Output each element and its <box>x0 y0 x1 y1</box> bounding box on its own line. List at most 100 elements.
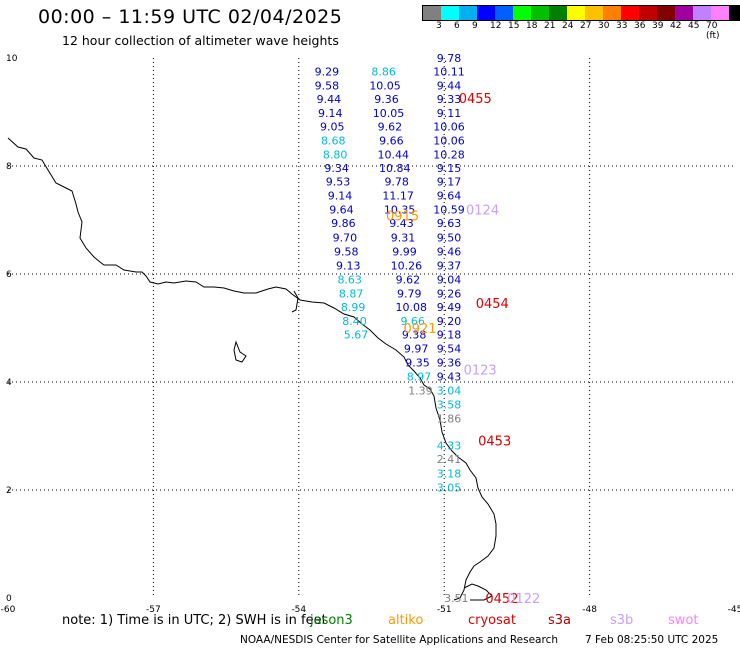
wave-height-value: 3.04 <box>437 385 462 398</box>
wave-height-value: 9.29 <box>315 66 340 79</box>
pass-time-label: 0123 <box>464 364 497 379</box>
colorbar-swatch <box>675 6 693 20</box>
wave-height-value: 9.04 <box>437 273 462 286</box>
colorbar-label: 33 <box>616 21 628 31</box>
wave-height-value: 9.33 <box>437 93 462 106</box>
wave-height-value: 3.18 <box>437 467 462 480</box>
wave-height-value: 8.86 <box>371 66 396 79</box>
map-subtitle: 12 hour collection of altimeter wave hei… <box>62 33 339 48</box>
wave-height-value: 10.28 <box>433 149 465 162</box>
wave-height-value: 9.05 <box>320 121 345 134</box>
wave-height-value: 9.26 <box>437 287 462 300</box>
wave-height-value: 10.59 <box>433 204 465 217</box>
wave-height-value: 9.15 <box>437 162 462 175</box>
colorbar-swatch <box>495 6 513 20</box>
wave-height-value: 9.17 <box>437 176 462 189</box>
y-tick-label: 2 <box>6 486 12 496</box>
marajo-island-coastline <box>463 583 493 601</box>
units-note: note: 1) Time is in UTC; 2) SWH is in fe… <box>62 613 327 628</box>
measurements-layer: 9.299.589.449.149.058.688.809.349.539.14… <box>315 52 469 605</box>
wave-height-value: 9.64 <box>437 190 462 203</box>
y-tick-label: 4 <box>6 378 12 388</box>
colorbar-swatch <box>531 6 549 20</box>
y-tick-label: 0 <box>6 594 12 604</box>
wave-height-value: 9.43 <box>389 217 414 230</box>
wave-height-value: 9.62 <box>396 273 421 286</box>
wave-height-value: 8.99 <box>341 301 366 314</box>
footer-credit: NOAA/NESDIS Center for Satellite Applica… <box>240 634 558 646</box>
wave-height-value: 10.06 <box>433 135 465 148</box>
wave-height-value: 9.53 <box>326 176 351 189</box>
map-title: 00:00 – 11:59 UTC 02/04/2025 <box>38 6 343 28</box>
wave-height-value: 8.68 <box>321 135 346 148</box>
wave-height-value: 9.43 <box>437 371 462 384</box>
colorbar-swatch <box>603 6 621 20</box>
river-mouth-detail <box>233 340 247 363</box>
wave-height-value: 9.58 <box>334 245 359 258</box>
wave-height-value: 9.14 <box>328 190 353 203</box>
pass-labels-layer: 0455 0454 0453 0452 0915 0921 0124 0123 0122 <box>386 92 540 607</box>
y-tick-label: 8 <box>6 162 12 172</box>
wave-height-colorbar <box>422 5 740 21</box>
colorbar-label: 30 <box>598 21 610 31</box>
wave-height-value: 9.86 <box>331 217 356 230</box>
pass-time-label: 0915 <box>386 210 419 225</box>
wave-height-value: 10.44 <box>378 149 410 162</box>
pass-time-label: 0455 <box>459 92 492 107</box>
wave-height-value: 9.34 <box>324 162 349 175</box>
wave-height-value: 11.17 <box>382 190 414 203</box>
wave-height-value: 9.11 <box>437 107 462 120</box>
wave-height-value: 9.64 <box>329 204 354 217</box>
wave-height-value: 9.66 <box>400 315 425 328</box>
colorbar-swatch <box>585 6 603 20</box>
colorbar-swatch <box>621 6 639 20</box>
colorbar-label: 42 <box>670 21 682 31</box>
wave-height-value: 9.66 <box>379 135 404 148</box>
wave-height-value: 9.44 <box>317 93 342 106</box>
colorbar-swatch <box>639 6 657 20</box>
wave-height-value: 1.86 <box>437 413 462 426</box>
colorbar-label: 70 (ft) <box>706 21 720 41</box>
south-america-coastline <box>7 137 497 601</box>
wave-height-value: 9.31 <box>391 231 416 244</box>
wave-height-value: 2.41 <box>437 453 462 466</box>
map-grid: -60 -57 -54 -51 -48 -45 10 8 6 4 2 0 <box>1 54 740 615</box>
wave-height-value: 9.46 <box>437 245 462 258</box>
wave-height-value: 9.18 <box>437 328 462 341</box>
wave-height-value: 9.63 <box>437 217 462 230</box>
wave-height-value: 5.67 <box>344 328 369 341</box>
colorbar-swatch <box>549 6 567 20</box>
footer-timestamp: 7 Feb 08:25:50 UTC 2025 <box>585 634 719 646</box>
colorbar-swatch <box>459 6 477 20</box>
pass-time-label: 0453 <box>478 434 511 449</box>
wave-height-value: 10.11 <box>433 66 465 79</box>
wave-height-value: 8.80 <box>323 149 348 162</box>
colorbar-label: 21 <box>544 21 556 31</box>
legend-item-jason3: jason3 <box>310 613 353 628</box>
wave-height-value: 8.40 <box>342 315 367 328</box>
wave-height-value: 8.63 <box>337 273 362 286</box>
colorbar-label: 15 <box>508 21 520 31</box>
wave-height-value: 9.54 <box>437 343 462 356</box>
colorbar-swatch <box>513 6 531 20</box>
wave-height-value: 9.20 <box>437 315 462 328</box>
wave-height-value: 10.08 <box>395 301 427 314</box>
wave-height-value: 3.58 <box>437 399 462 412</box>
wave-height-value: 10.06 <box>433 121 465 134</box>
wave-height-value: 9.58 <box>315 80 340 93</box>
wave-height-value: 9.97 <box>404 343 429 356</box>
colorbar-label: 36 <box>634 21 646 31</box>
legend-item-altiko: altiko <box>388 613 424 628</box>
wave-height-value: 9.78 <box>384 176 409 189</box>
river-inlet-detail <box>291 290 299 313</box>
colorbar-swatch <box>711 6 729 20</box>
wave-height-value: 9.99 <box>392 245 417 258</box>
wave-height-value: 8.97 <box>407 371 432 384</box>
x-tick-label: -48 <box>582 605 597 615</box>
wave-height-value: 1.39 <box>408 385 433 398</box>
colorbar-label: 27 <box>580 21 592 31</box>
colorbar-label: 6 <box>454 21 460 31</box>
wave-height-value: 9.50 <box>437 231 462 244</box>
wave-height-value: 9.13 <box>336 259 361 272</box>
